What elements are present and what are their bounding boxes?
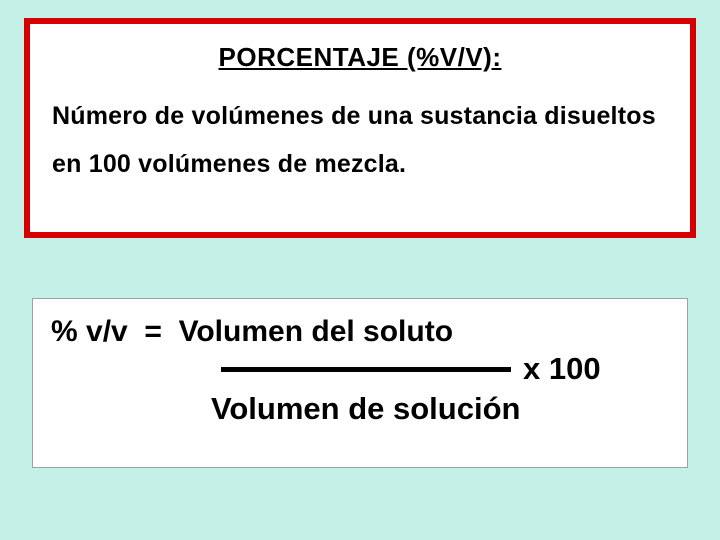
formula-box: % v/v = Volumen del soluto x 100 Volumen… <box>32 298 688 468</box>
definition-body: Número de volúmenes de una sustancia dis… <box>52 93 668 188</box>
formula-multiplier: x 100 <box>523 351 601 387</box>
definition-title: PORCENTAJE (%V/V): <box>52 42 668 73</box>
formula-bar-row: x 100 <box>51 351 667 387</box>
formula-row-1: % v/v = Volumen del soluto <box>51 315 667 349</box>
formula-lhs: % v/v = <box>51 315 179 349</box>
fraction-bar <box>221 367 511 372</box>
formula-numerator: Volumen del soluto <box>179 315 453 349</box>
formula-denominator: Volumen de solución <box>211 391 667 427</box>
definition-box: PORCENTAJE (%V/V): Número de volúmenes d… <box>24 18 696 238</box>
